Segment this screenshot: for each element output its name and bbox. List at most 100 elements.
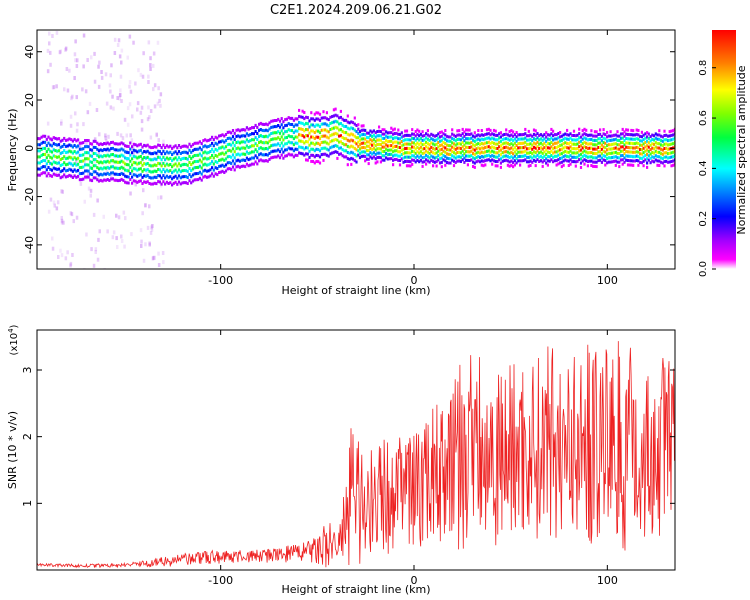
heatmap-cell [651, 159, 654, 163]
heatmap-cell [233, 150, 236, 154]
heatmap-cell [308, 125, 311, 129]
heatmap-cell [177, 162, 181, 166]
heatmap-cell [50, 150, 54, 154]
heatmap-cell [553, 141, 556, 145]
heatmap-cell [581, 150, 584, 154]
heatmap-cell [322, 146, 325, 150]
heatmap-cell [482, 155, 485, 159]
heatmap-cell [75, 175, 78, 179]
heatmap-cell [287, 146, 290, 150]
heatmap-cell [263, 129, 266, 133]
heatmap-cell [385, 130, 388, 134]
heatmap-cell [451, 128, 454, 132]
heatmap-cell [117, 179, 120, 183]
heatmap-cell [179, 145, 182, 149]
heatmap-cell [343, 125, 346, 128]
heatmap-cell [445, 161, 449, 164]
heatmap-cell [578, 136, 581, 140]
heatmap-cell [296, 153, 299, 157]
heatmap-cell [644, 149, 647, 153]
heatmap-cell [176, 182, 179, 186]
heatmap-speckle [149, 109, 153, 113]
heatmap-cell [553, 159, 556, 163]
heatmap-cell [376, 134, 379, 138]
heatmap-cell [115, 166, 118, 170]
heatmap-cell [146, 155, 149, 159]
heatmap-cell [545, 144, 548, 148]
heatmap-cell [338, 116, 341, 120]
heatmap-cell [167, 145, 170, 149]
heatmap-cell [353, 122, 356, 126]
heatmap-cell [506, 133, 509, 137]
heatmap-cell [451, 145, 454, 149]
heatmap-cell [440, 130, 443, 134]
heatmap-cell [242, 134, 245, 138]
heatmap-cell [640, 156, 643, 160]
heatmap-cell [480, 129, 483, 132]
heatmap-cell [647, 132, 650, 136]
heatmap-cell [515, 161, 518, 165]
heatmap-cell [358, 138, 362, 142]
heatmap-cell [640, 139, 643, 143]
heatmap-cell [560, 147, 563, 151]
heatmap-cell [155, 163, 158, 167]
heatmap-cell [579, 148, 583, 152]
heatmap-cell [190, 175, 193, 179]
heatmap-speckle [63, 87, 66, 92]
heatmap-cell [367, 131, 370, 135]
heatmap-cell [543, 159, 546, 163]
heatmap-cell [61, 163, 64, 167]
heatmap-cell [122, 154, 125, 158]
heatmap-cell [160, 170, 163, 174]
heatmap-cell [562, 133, 565, 137]
heatmap-cell [125, 144, 128, 148]
heatmap-cell [560, 139, 563, 142]
heatmap-cell [183, 150, 186, 154]
heatmap-cell [237, 152, 240, 156]
heatmap-cell [313, 118, 316, 122]
heatmap-cell [665, 146, 668, 150]
heatmap-cell [545, 157, 548, 161]
heatmap-cell [407, 133, 410, 137]
heatmap-cell [212, 168, 215, 172]
heatmap-cell [336, 138, 339, 142]
heatmap-cell [259, 158, 262, 162]
heatmap-cell [219, 134, 222, 138]
heatmap-cell [343, 155, 346, 159]
heatmap-cell [546, 141, 549, 145]
heatmap-cell [301, 152, 304, 156]
heatmap-cell [658, 129, 661, 133]
heatmap-cell [334, 107, 337, 111]
heatmap-cell [200, 178, 203, 182]
heatmap-cell [465, 128, 468, 132]
heatmap-cell [569, 132, 572, 136]
heatmap-cell [45, 150, 48, 154]
heatmap-cell [164, 164, 167, 168]
heatmap-cell [513, 137, 516, 141]
heatmap-cell [228, 161, 231, 165]
heatmap-cell [633, 146, 636, 150]
heatmap-cell [153, 181, 156, 185]
heatmap-cell [618, 134, 621, 138]
heatmap-cell [261, 122, 264, 126]
heatmap-cell [412, 154, 415, 158]
heatmap-cell [266, 129, 269, 133]
heatmap-speckle [94, 247, 98, 252]
heatmap-speckle [60, 253, 64, 258]
heatmap-cell [411, 162, 414, 166]
heatmap-cell [174, 144, 177, 148]
heatmap-cell [432, 151, 435, 155]
heatmap-cell [66, 168, 69, 172]
heatmap-cell [216, 167, 219, 170]
heatmap-cell [271, 143, 275, 147]
heatmap-cell [104, 172, 108, 176]
heatmap-cell [84, 175, 87, 179]
heatmap-cell [146, 143, 149, 147]
heatmap-cell [334, 150, 337, 154]
heatmap-cell [447, 144, 450, 148]
heatmap-cell [162, 168, 165, 171]
heatmap-cell [454, 134, 457, 138]
heatmap-cell [426, 159, 429, 163]
heatmap-cell [463, 156, 466, 160]
heatmap-cell [508, 164, 511, 168]
